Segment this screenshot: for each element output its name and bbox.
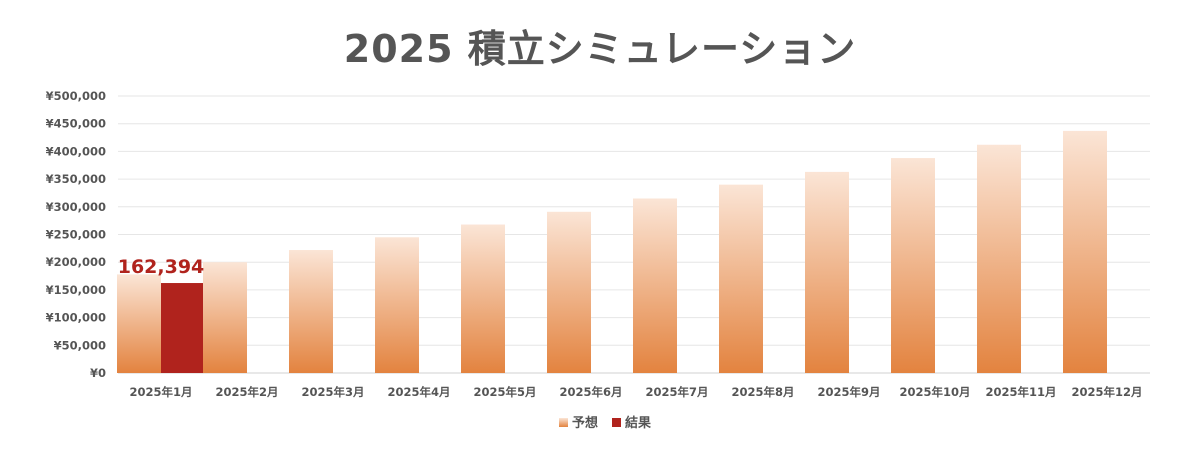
x-tick-label: 2025年9月 [817,385,880,399]
bar-result [161,283,205,373]
y-tick-label: ¥400,000 [46,144,106,158]
y-tick-label: ¥500,000 [46,89,106,103]
y-tick-label: ¥100,000 [46,311,106,325]
chart-title: 2025 積立シミュレーション [343,27,857,71]
bar-forecast [805,171,849,373]
y-tick-label: ¥150,000 [46,283,106,297]
bar-forecast [547,211,591,373]
y-tick-label: ¥50,000 [54,338,106,352]
x-tick-label: 2025年5月 [473,385,536,399]
bar-forecast [203,262,247,373]
bar-forecast [633,198,677,373]
x-tick-label: 2025年12月 [1071,385,1142,399]
x-tick-label: 2025年4月 [387,385,450,399]
legend-label: 予想 [572,415,598,431]
legend: 予想 結果 [559,415,651,431]
bar-forecast [1063,130,1107,373]
bar-forecast [375,237,419,373]
x-tick-label: 2025年1月 [129,385,192,399]
bar-forecast [289,250,333,373]
bar-forecast [461,224,505,373]
legend-swatch [612,418,621,427]
bar-forecast [117,274,161,373]
y-tick-label: ¥350,000 [46,172,106,186]
bar-forecast [891,158,935,373]
y-tick-label: ¥450,000 [46,117,106,131]
x-tick-label: 2025年8月 [731,385,794,399]
y-tick-label: ¥200,000 [46,255,106,269]
legend-label: 結果 [625,415,651,431]
y-tick-label: ¥300,000 [46,200,106,214]
data-label: 162,394 [118,256,205,278]
legend-swatch [559,418,568,427]
x-tick-label: 2025年6月 [559,385,622,399]
x-axis: 2025年1月 2025年2月 2025年3月 2025年4月 2025年5月 2025年… [129,385,1142,399]
y-tick-label: ¥250,000 [46,228,106,242]
bars [117,130,1107,373]
x-tick-label: 2025年2月 [215,385,278,399]
x-tick-label: 2025年11月 [985,385,1056,399]
y-axis: ¥0 ¥50,000 ¥100,000 ¥150,000 ¥200,000 ¥250,00… [46,89,106,380]
x-tick-label: 2025年7月 [645,385,708,399]
y-tick-label: ¥0 [90,366,106,380]
bar-forecast [977,144,1021,373]
bar-forecast [719,184,763,373]
x-tick-label: 2025年3月 [301,385,364,399]
x-tick-label: 2025年10月 [899,385,970,399]
data-labels: 162,394 [118,256,205,278]
